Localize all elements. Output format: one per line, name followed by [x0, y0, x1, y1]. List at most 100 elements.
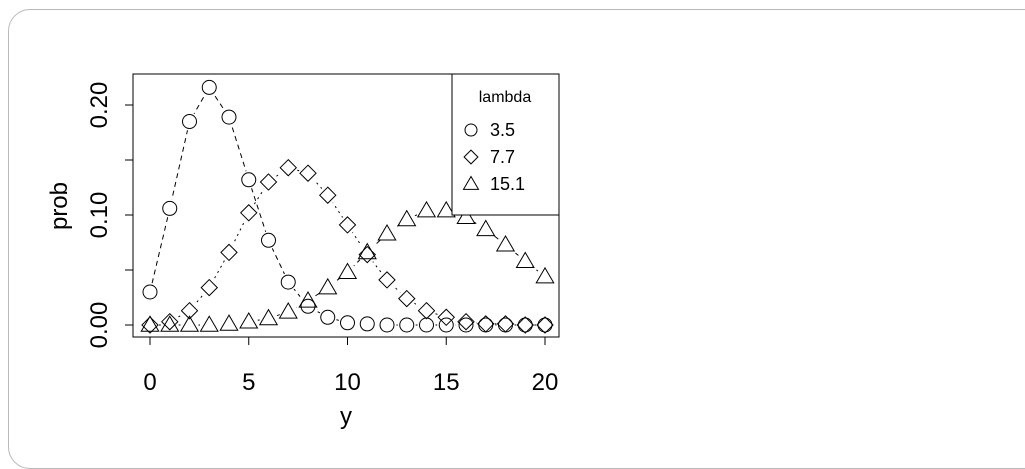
point-mask — [180, 316, 199, 334]
y-tick-label: 0.00 — [86, 302, 113, 349]
series-points — [140, 78, 555, 334]
legend-label-7.7: 7.7 — [490, 147, 515, 167]
chart: 0 5 10 15 20 0.00 0.10 0.20 y prob lambda 3.5 7… — [46, 73, 560, 430]
data-point-15.1-17 — [476, 219, 496, 237]
point-mask — [180, 301, 199, 320]
point-mask — [220, 243, 238, 262]
data-point-7.7-1 — [160, 312, 179, 331]
data-point-7.7-14 — [417, 301, 436, 320]
point-mask — [338, 215, 357, 234]
point-mask — [338, 313, 357, 332]
data-point-15.1-10 — [337, 262, 358, 279]
data-point-3.5-14 — [419, 317, 434, 333]
data-point-15.1-11 — [357, 242, 377, 260]
data-point-15.1-12 — [377, 223, 397, 241]
point-mask — [417, 201, 436, 220]
data-point-3.5-3 — [201, 79, 217, 95]
point-mask — [200, 278, 219, 297]
data-point-3.5-4 — [221, 109, 237, 125]
point-mask — [457, 312, 475, 331]
point-mask — [378, 316, 396, 334]
data-point-7.7-4 — [220, 243, 238, 262]
legend-title: lambda — [479, 89, 532, 106]
point-mask — [397, 210, 416, 229]
point-mask — [397, 289, 416, 308]
data-point-3.5-15 — [438, 317, 454, 333]
point-mask — [318, 308, 337, 327]
legend-marker-3.5 — [464, 123, 478, 137]
data-point-3.5-1 — [162, 200, 178, 216]
data-point-15.1-0 — [140, 315, 160, 332]
data-point-3.5-13 — [399, 317, 415, 333]
legend-marker-7.7 — [463, 149, 479, 165]
point-mask — [180, 112, 199, 131]
point-mask — [378, 270, 396, 289]
data-point-3.5-7 — [280, 274, 296, 290]
data-point-15.1-13 — [397, 209, 417, 227]
x-tick-label: 5 — [242, 369, 255, 396]
point-mask — [239, 312, 258, 331]
point-mask — [200, 316, 219, 334]
data-point-3.5-8 — [300, 298, 316, 314]
y-axis-label: prob — [46, 182, 73, 230]
point-mask — [259, 309, 278, 328]
x-tick-label: 0 — [143, 369, 156, 396]
point-mask — [239, 170, 258, 189]
point-mask — [279, 273, 298, 292]
data-point-15.1-15 — [436, 200, 456, 218]
data-point-15.1-19 — [515, 251, 535, 268]
data-point-3.5-16 — [458, 317, 474, 333]
legend-label-3.5: 3.5 — [490, 120, 515, 140]
data-point-15.1-5 — [239, 311, 259, 329]
data-point-3.5-19 — [517, 317, 533, 333]
point-mask — [299, 291, 317, 310]
point-mask — [496, 235, 515, 254]
data-point-15.1-7 — [278, 302, 298, 319]
data-point-15.1-20 — [535, 266, 555, 284]
data-point-3.5-11 — [359, 316, 375, 332]
point-mask — [358, 314, 377, 333]
data-point-3.5-9 — [320, 309, 336, 325]
point-mask — [397, 316, 416, 334]
data-point-3.5-0 — [142, 284, 158, 300]
point-mask — [279, 158, 298, 177]
legend: lambda 3.5 7.7 15.1 — [451, 73, 560, 216]
data-point-3.5-10 — [340, 315, 355, 331]
point-mask — [516, 316, 535, 334]
point-mask — [378, 224, 396, 243]
data-point-7.7-19 — [516, 316, 535, 334]
data-point-15.1-1 — [160, 315, 180, 332]
data-point-7.7-13 — [397, 289, 416, 308]
x-tick-label: 10 — [334, 369, 361, 396]
point-mask — [417, 316, 436, 334]
point-mask — [141, 283, 159, 301]
x-axis-label: y — [340, 403, 352, 430]
data-point-7.7-12 — [378, 271, 396, 289]
data-point-15.1-4 — [219, 314, 239, 331]
x-axis: 0 5 10 15 20 — [143, 336, 558, 396]
point-mask — [318, 186, 337, 205]
point-mask — [279, 302, 298, 321]
data-point-7.7-3 — [200, 278, 219, 297]
data-point-15.1-2 — [179, 315, 200, 332]
point-mask — [437, 201, 456, 220]
data-point-7.7-9 — [318, 186, 337, 204]
data-point-7.7-20 — [536, 316, 554, 334]
point-mask — [536, 267, 554, 286]
legend-box — [451, 73, 560, 216]
y-tick-label: 0.10 — [86, 192, 113, 239]
point-mask — [259, 231, 278, 250]
data-point-3.5-2 — [182, 114, 197, 129]
data-point-15.1-14 — [416, 200, 437, 218]
point-mask — [299, 164, 317, 183]
data-point-3.5-5 — [241, 172, 257, 188]
point-mask — [220, 314, 238, 333]
data-point-7.7-10 — [338, 216, 357, 234]
data-point-7.7-17 — [476, 315, 495, 333]
point-mask — [437, 308, 456, 327]
point-mask — [239, 203, 258, 222]
point-mask — [141, 316, 159, 334]
data-point-7.7-16 — [457, 312, 475, 331]
legend-marker-15.1 — [462, 175, 480, 190]
point-mask — [358, 243, 377, 262]
